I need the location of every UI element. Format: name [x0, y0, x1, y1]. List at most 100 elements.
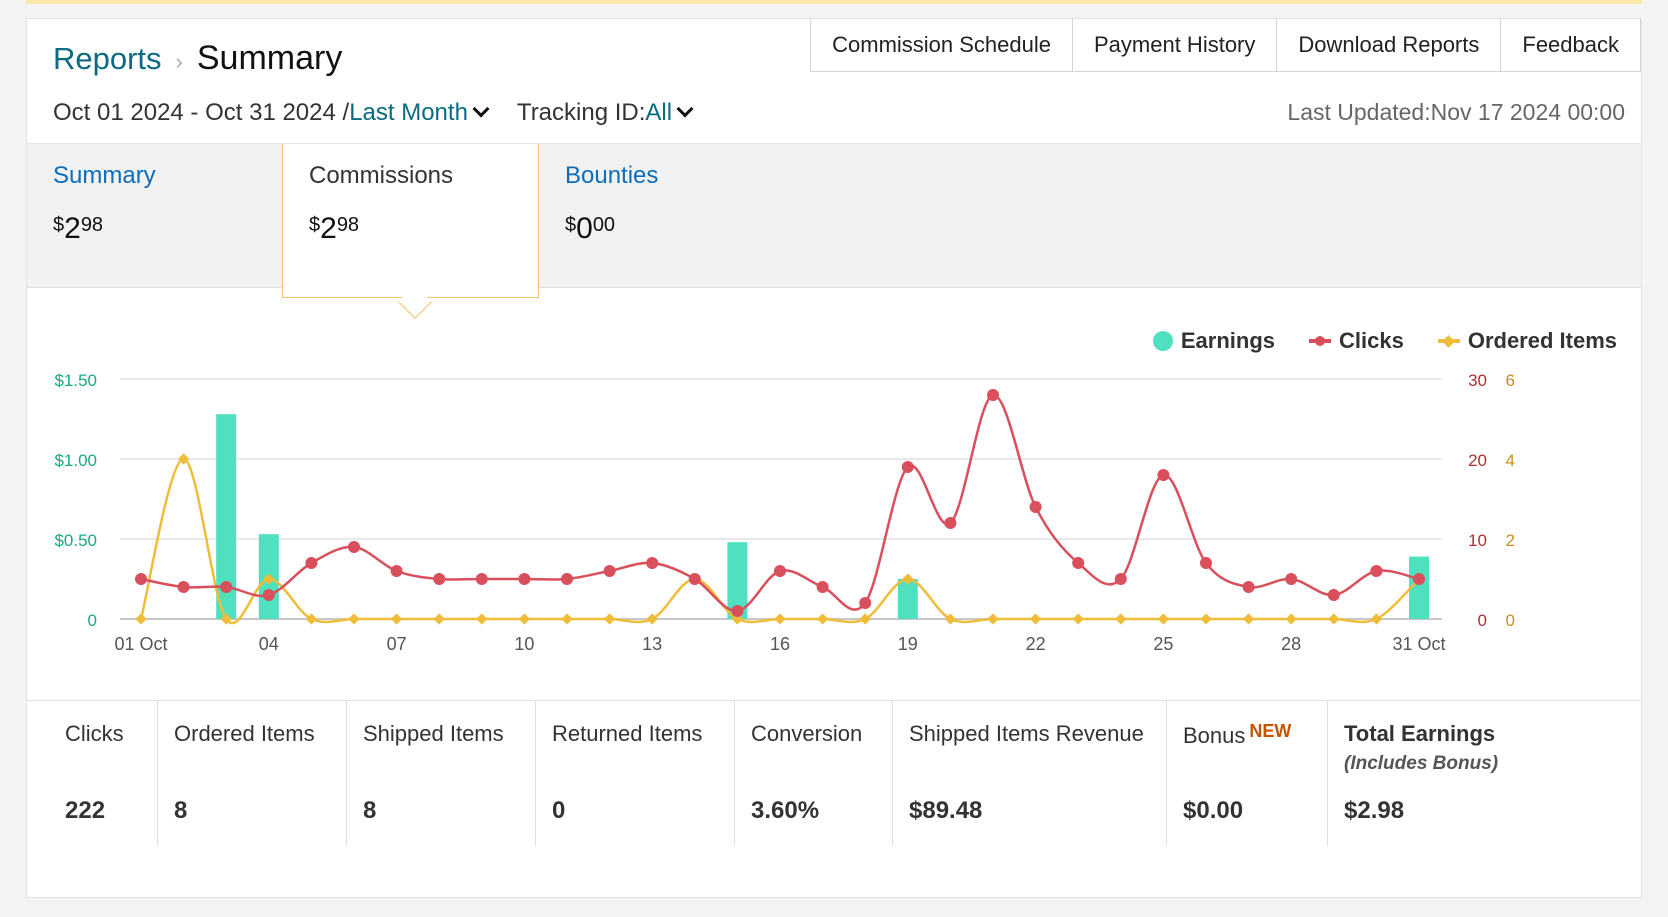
feedback-button[interactable]: Feedback	[1500, 19, 1641, 72]
earnings-bar	[727, 542, 748, 619]
x-tick-label: 25	[1153, 634, 1173, 654]
x-tick-label: 13	[642, 634, 662, 654]
stat-value: 3.60%	[751, 797, 820, 824]
ordered-items-point	[177, 453, 190, 465]
stat-total-earnings: Total Earnings (Includes Bonus) $2.98	[1328, 701, 1641, 846]
stat-label: Bonus NEW	[1183, 721, 1311, 749]
clicks-point	[859, 597, 872, 609]
y-right-clicks-tick-label: 30	[1468, 371, 1487, 390]
clicks-point	[1200, 557, 1212, 569]
commission-schedule-button[interactable]: Commission Schedule	[810, 19, 1072, 72]
earnings-chart: Earnings Clicks Ordered Items 0 0 0 $0.50 10…	[27, 288, 1641, 700]
x-tick-label: 10	[514, 634, 534, 654]
date-preset-dropdown[interactable]: Last Month	[349, 99, 468, 126]
clicks-point	[816, 581, 829, 593]
tracking-id-label: Tracking ID:	[516, 99, 646, 126]
clicks-point	[561, 573, 573, 585]
ordered-items-point	[1370, 613, 1383, 625]
clicks-point	[305, 557, 318, 569]
earnings-bar	[897, 579, 918, 619]
clicks-point	[433, 573, 446, 585]
ordered-items-point	[987, 613, 999, 625]
clicks-point	[774, 565, 786, 577]
x-tick-label: 04	[259, 634, 279, 654]
ordered-items-line	[139, 457, 1420, 625]
chevron-down-icon[interactable]	[676, 100, 694, 118]
tab-bounties-amount: $0 00	[565, 212, 769, 246]
y-right-ordered-tick-label: 0	[1506, 611, 1515, 630]
amount-cents: 98	[80, 214, 104, 236]
stats-row: Clicks 222 Ordered Items 8 Shipped Items…	[27, 700, 1641, 846]
ordered-items-point	[561, 613, 573, 625]
date-range-text: Oct 01 2024 - Oct 31 2024 /	[53, 99, 350, 126]
last-updated: Last Updated:Nov 17 2024 00:00	[1287, 99, 1625, 125]
ordered-items-point	[1029, 613, 1042, 625]
clicks-point	[944, 517, 957, 529]
download-reports-button[interactable]: Download Reports	[1276, 19, 1501, 72]
ordered-items-point	[1200, 613, 1212, 625]
stat-label: Total Earnings	[1344, 721, 1496, 746]
x-tick-label: 28	[1281, 634, 1301, 654]
ordered-items-point	[816, 613, 829, 625]
clicks-point	[135, 573, 147, 585]
y-left-tick-label: $1.50	[54, 371, 97, 390]
y-left-tick-label: 0	[88, 611, 97, 630]
ordered-items-point	[1072, 613, 1084, 625]
stat-label: Ordered Items	[174, 721, 315, 746]
y-left-tick-label: $1.00	[54, 451, 97, 470]
legend-ordered-items[interactable]: Ordered Items	[1437, 328, 1617, 354]
chevron-down-icon[interactable]	[472, 100, 490, 118]
clicks-point	[220, 581, 233, 593]
stat-value: 8	[363, 797, 377, 824]
report-card: Reports › Summary Commission Schedule Pa…	[26, 18, 1642, 898]
y-left-tick-label: $0.50	[54, 531, 97, 550]
legend-ordered-label: Ordered Items	[1467, 328, 1617, 353]
tab-summary[interactable]: Summary $2 98	[27, 144, 283, 289]
currency-symbol: $	[565, 214, 577, 236]
amount-whole: 2	[320, 212, 337, 245]
legend-earnings-label: Earnings	[1180, 328, 1275, 353]
breadcrumb-chevron-icon: ›	[175, 49, 183, 74]
ordered-items-point	[476, 613, 488, 625]
bonus-label: Bonus	[1183, 723, 1246, 748]
legend-clicks[interactable]: Clicks	[1309, 328, 1404, 354]
ordered-items-point	[433, 613, 445, 625]
clicks-point	[262, 589, 275, 601]
tracking-id-dropdown[interactable]: Tracking ID: All	[517, 99, 701, 127]
tab-summary-amount: $2 98	[53, 212, 257, 246]
clicks-point	[688, 573, 701, 585]
page-title: Summary	[196, 39, 343, 77]
clicks-point	[1114, 573, 1127, 585]
payment-history-button[interactable]: Payment History	[1072, 19, 1277, 72]
tracking-id-value[interactable]: All	[645, 99, 673, 126]
earnings-bar	[216, 414, 237, 619]
clicks-point	[1370, 565, 1383, 577]
y-right-ordered-tick-label: 6	[1506, 371, 1515, 390]
stat-bonus: Bonus NEW $0.00	[1167, 701, 1328, 846]
stat-sublabel: (Includes Bonus)	[1344, 753, 1499, 774]
clicks-point	[603, 565, 616, 577]
tab-summary-label: Summary	[53, 162, 156, 189]
stat-value: 8	[174, 797, 188, 824]
stat-value: 0	[552, 797, 566, 824]
clicks-point	[475, 573, 488, 585]
amount-cents: 00	[592, 214, 616, 236]
chart-legend: Earnings Clicks Ordered Items	[1152, 328, 1617, 354]
ordered-items-point	[859, 613, 871, 625]
ordered-items-point	[518, 613, 531, 625]
clicks-point	[1327, 589, 1340, 601]
stat-conversion: Conversion 3.60%	[735, 701, 893, 846]
legend-earnings[interactable]: Earnings	[1152, 328, 1275, 354]
tab-commissions[interactable]: Commissions $2 98	[282, 144, 539, 319]
breadcrumb-reports-link[interactable]: Reports	[53, 41, 162, 76]
x-tick-label: 31 Oct	[1392, 634, 1445, 654]
stat-ordered-items: Ordered Items 8	[158, 701, 347, 846]
currency-symbol: $	[309, 214, 321, 236]
stat-label: Conversion	[751, 721, 863, 746]
ordered-items-point	[1285, 613, 1297, 625]
y-right-clicks-tick-label: 20	[1468, 451, 1487, 470]
clicks-point	[348, 541, 360, 553]
tab-bounties[interactable]: Bounties $0 00	[539, 144, 795, 289]
ordered-items-point	[305, 613, 318, 625]
x-tick-label: 07	[387, 634, 407, 654]
